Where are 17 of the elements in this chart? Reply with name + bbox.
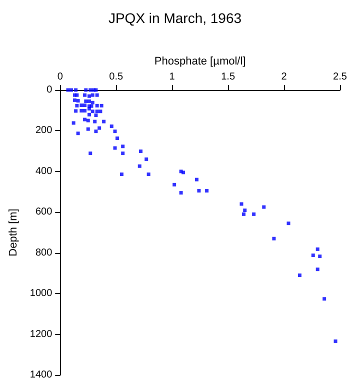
- x-tick-label: 1: [169, 72, 176, 82]
- y-tick-label: 600: [35, 206, 53, 218]
- y-tick-label: 800: [35, 247, 53, 258]
- chart-title: JPQX in March, 1963: [108, 10, 242, 26]
- y-tick-label: 400: [35, 166, 53, 177]
- x-tick-label: 0: [57, 72, 64, 82]
- x-axis-title: Phosphate [µmol/l]: [154, 56, 246, 68]
- y-tick-label: 1400: [30, 370, 53, 380]
- y-tick-label: 0: [46, 84, 53, 96]
- y-tick-label: 200: [35, 125, 53, 136]
- x-tick-label: 0.5: [109, 72, 124, 82]
- x-tick-label: 2.5: [333, 72, 348, 82]
- x-tick-label: 2: [281, 72, 288, 82]
- y-tick-label: 1000: [30, 288, 53, 300]
- y-axis-title: Depth [m]: [8, 208, 20, 256]
- y-tick-label: 1200: [30, 328, 53, 340]
- x-tick-label: 1.5: [221, 72, 236, 82]
